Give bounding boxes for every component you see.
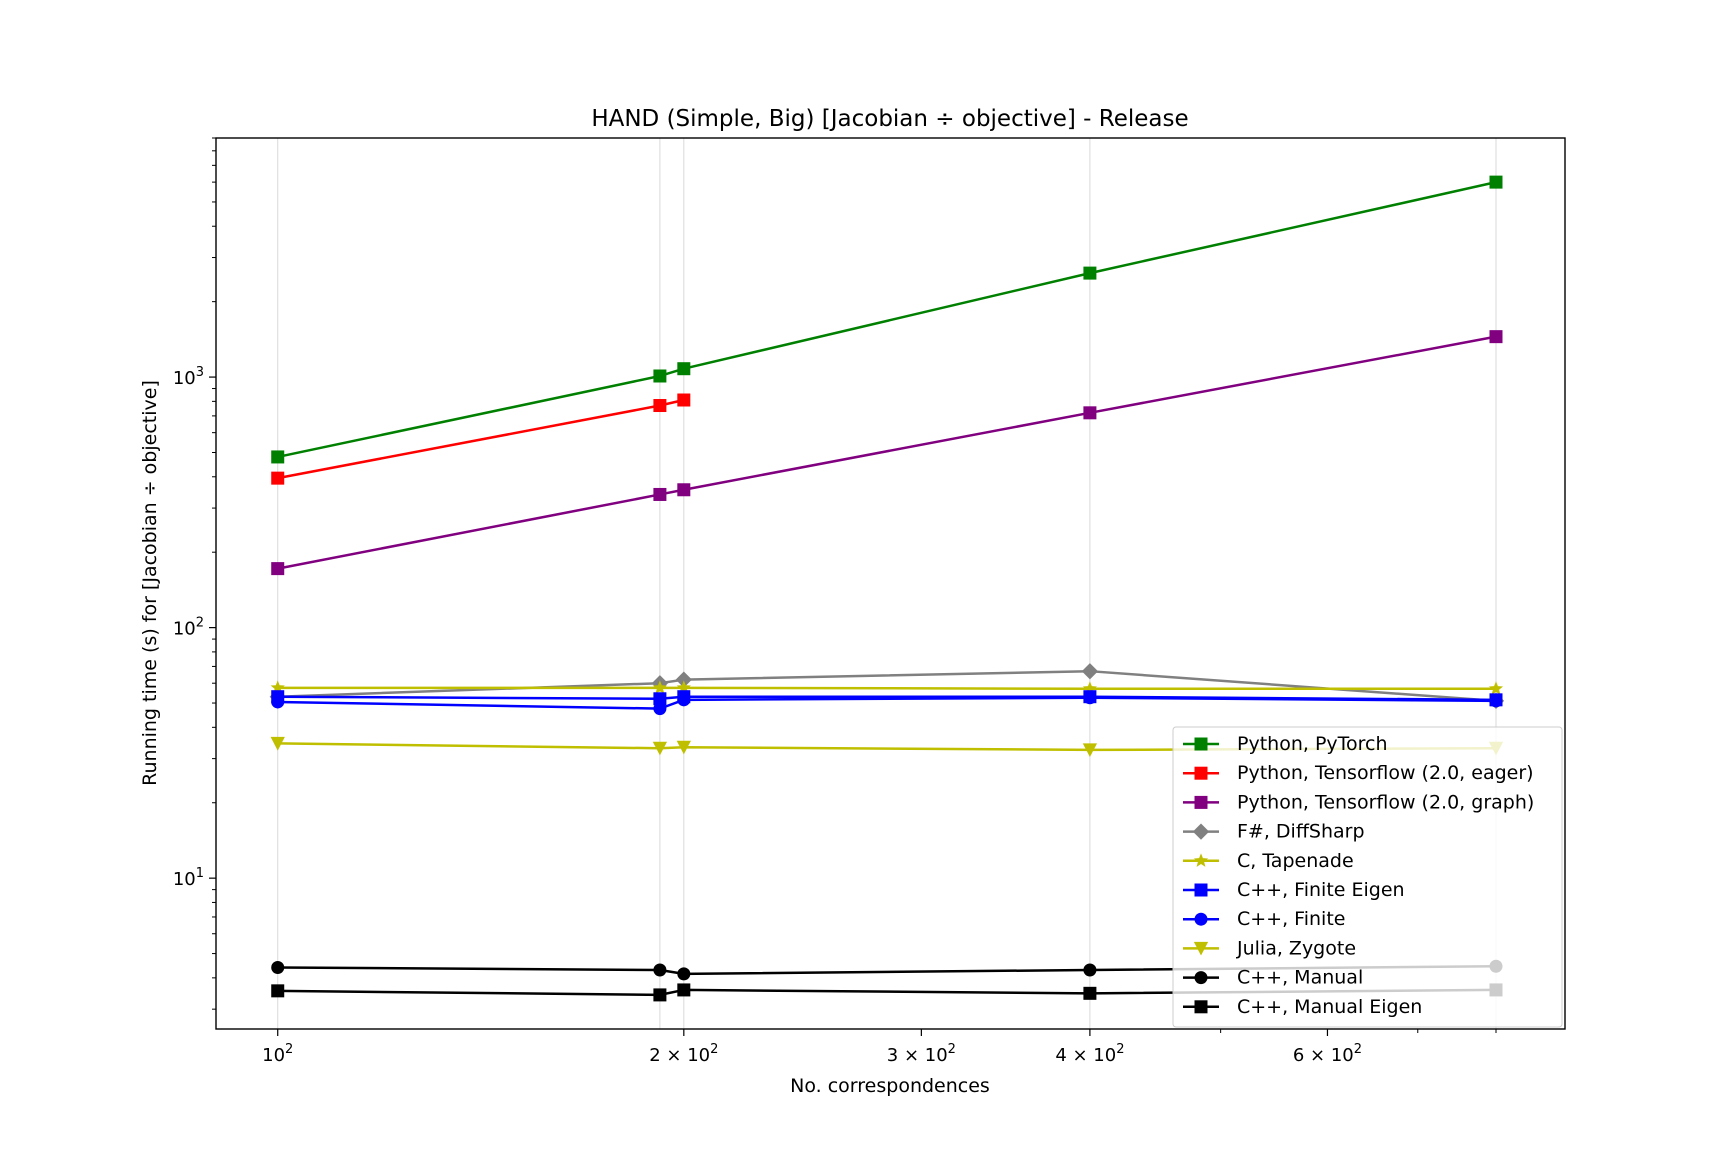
data-point <box>677 483 691 497</box>
legend-marker <box>1194 971 1208 985</box>
data-point <box>653 487 667 501</box>
legend-marker <box>1194 766 1208 780</box>
data-point <box>1082 681 1098 695</box>
legend-item: F#, DiffSharp <box>1183 821 1365 843</box>
plot-frame <box>215 137 1566 1030</box>
data-point <box>653 702 667 716</box>
legend-marker <box>1194 737 1208 751</box>
data-point <box>653 963 667 977</box>
legend-label: C++, Manual Eigen <box>1237 996 1422 1018</box>
data-point <box>1489 175 1503 189</box>
data-point <box>270 736 285 751</box>
chart-title: HAND (Simple, Big) [Jacobian ÷ objective… <box>591 106 1188 132</box>
x-tick-label: 102 <box>262 1042 293 1066</box>
legend-marker <box>1194 883 1208 897</box>
series-line <box>277 686 1496 691</box>
data-point <box>1083 266 1097 280</box>
data-point <box>271 695 285 709</box>
y-axis-label: Running time (s) for [Jacobian ÷ objecti… <box>139 380 161 786</box>
data-point <box>1083 691 1097 705</box>
data-point <box>1081 663 1099 680</box>
data-point <box>677 693 691 707</box>
data-point <box>675 671 692 688</box>
legend-label: Python, PyTorch <box>1237 733 1388 755</box>
legend-marker <box>1193 941 1209 956</box>
axis-layer: 102 2 × 102 3 × 102 4 × 102 6 × 102 101 102 103 <box>173 137 1497 1066</box>
data-point <box>653 399 667 413</box>
data-point <box>1489 694 1503 708</box>
legend-marker <box>1193 853 1209 867</box>
data-point <box>677 983 691 997</box>
data-point <box>676 740 691 755</box>
x-tick-label: 2 × 102 <box>649 1042 718 1066</box>
legend-label: C, Tapenade <box>1237 850 1354 872</box>
series-2 <box>271 330 1503 576</box>
legend-item: C, Tapenade <box>1183 850 1354 872</box>
legend-label: C++, Manual <box>1237 967 1363 989</box>
data-point <box>677 362 691 376</box>
legend-item: C++, Manual <box>1183 967 1363 989</box>
y-tick-label: 103 <box>173 365 204 389</box>
data-point <box>271 960 285 974</box>
data-point <box>1488 681 1504 695</box>
y-tick-label: 102 <box>173 616 204 640</box>
x-tick-label: 3 × 102 <box>887 1042 956 1066</box>
data-point <box>653 988 667 1002</box>
grid-layer <box>277 138 1497 1029</box>
data-point <box>270 680 285 694</box>
legend-box <box>1172 726 1563 1028</box>
data-point <box>676 680 691 694</box>
legend-label: C++, Finite Eigen <box>1237 879 1405 901</box>
data-point <box>271 562 285 576</box>
legend-label: C++, Finite <box>1237 908 1345 930</box>
legend-item: C++, Manual Eigen <box>1183 996 1422 1018</box>
data-point <box>677 967 691 981</box>
legend-label: F#, DiffSharp <box>1237 821 1365 843</box>
data-point <box>1083 406 1097 420</box>
legend-marker <box>1194 795 1208 809</box>
legend-marker <box>1194 1000 1208 1014</box>
series-6 <box>271 691 1503 716</box>
data-point <box>1083 963 1097 977</box>
data-point <box>652 741 668 756</box>
legend-marker <box>1194 912 1208 926</box>
legend-label: Julia, Zygote <box>1236 937 1356 959</box>
x-tick-label: 6 × 102 <box>1293 1042 1362 1066</box>
data-point <box>271 984 285 998</box>
legend-item: C++, Finite Eigen <box>1183 879 1405 901</box>
x-tick-label: 4 × 102 <box>1055 1042 1124 1066</box>
data-point <box>1082 743 1098 758</box>
series-1 <box>271 393 691 485</box>
data-point <box>1083 986 1097 1000</box>
series-4 <box>270 680 1504 695</box>
legend-marker <box>1192 823 1210 840</box>
legend-item: Julia, Zygote <box>1183 937 1356 959</box>
data-point <box>1489 330 1503 344</box>
data-point <box>653 692 667 706</box>
legend-item: Python, Tensorflow (2.0, graph) <box>1183 791 1534 813</box>
data-point <box>652 680 668 694</box>
legend-label: Python, Tensorflow (2.0, graph) <box>1237 791 1534 813</box>
series-0 <box>271 175 1503 464</box>
data-point <box>271 450 285 464</box>
y-tick-label: 101 <box>173 866 204 890</box>
legend-item: Python, PyTorch <box>1183 733 1388 755</box>
legend-item: C++, Finite <box>1183 908 1345 930</box>
data-point <box>271 471 285 485</box>
legend-item: Python, Tensorflow (2.0, eager) <box>1183 762 1534 784</box>
x-axis-label: No. correspondences <box>790 1075 990 1097</box>
data-point <box>653 369 667 383</box>
legend: Python, PyTorch Python, Tensorflow (2.0, … <box>1172 726 1563 1028</box>
data-point <box>677 393 691 407</box>
legend-label: Python, Tensorflow (2.0, eager) <box>1237 762 1534 784</box>
